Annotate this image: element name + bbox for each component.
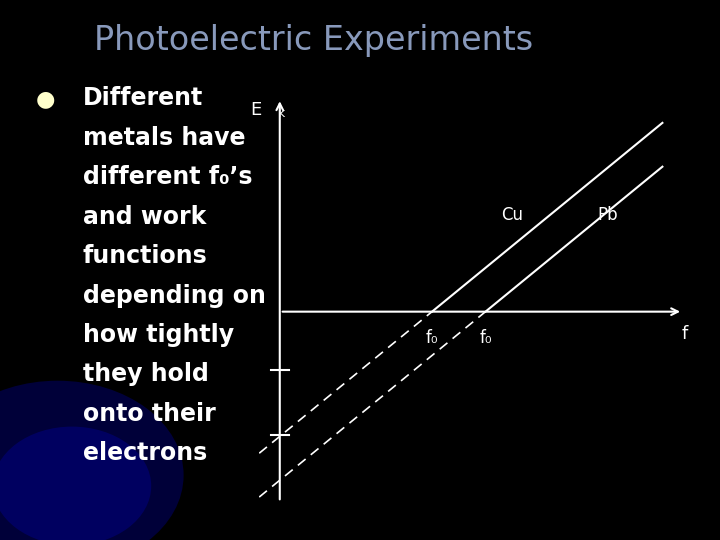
Text: functions: functions [83, 244, 207, 268]
Text: E: E [250, 100, 261, 119]
Text: onto their: onto their [83, 402, 215, 426]
Text: electrons: electrons [83, 441, 207, 465]
Ellipse shape [0, 427, 151, 540]
Text: different f₀’s: different f₀’s [83, 165, 252, 189]
Text: and work: and work [83, 205, 206, 228]
Text: they hold: they hold [83, 362, 209, 386]
Text: f₀: f₀ [426, 329, 438, 347]
Ellipse shape [0, 381, 184, 540]
Text: Pb: Pb [597, 206, 618, 224]
Text: how tightly: how tightly [83, 323, 234, 347]
Text: metals have: metals have [83, 126, 246, 150]
Text: ●: ● [36, 89, 55, 109]
Text: Photoelectric Experiments: Photoelectric Experiments [94, 24, 533, 57]
Text: Different: Different [83, 86, 203, 110]
Text: f₀: f₀ [480, 329, 492, 347]
Text: f: f [682, 325, 688, 343]
Text: k: k [278, 107, 285, 120]
Text: Cu: Cu [501, 206, 523, 224]
Text: depending on: depending on [83, 284, 266, 307]
